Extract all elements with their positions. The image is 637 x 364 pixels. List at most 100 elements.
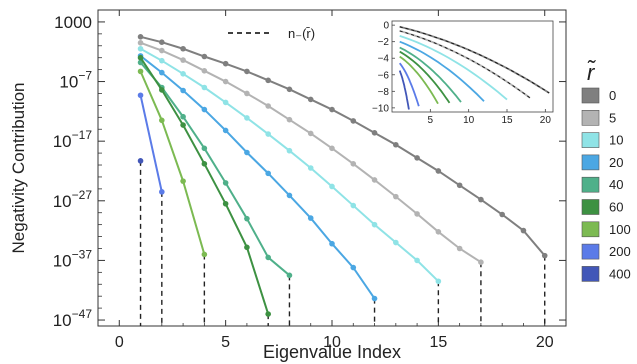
data-point	[520, 227, 527, 234]
inset-x-tick-label: 15	[501, 115, 513, 126]
legend-swatch	[581, 132, 600, 148]
legend-item-0: 0	[581, 87, 616, 104]
data-point	[244, 149, 250, 156]
legend-label: 40	[609, 177, 623, 192]
data-point	[180, 87, 186, 94]
data-point	[201, 53, 208, 60]
data-point	[222, 200, 229, 207]
data-point	[180, 45, 186, 52]
inset-dashed-5	[399, 30, 531, 99]
series-20	[137, 53, 378, 302]
y-tick-label: 10−47	[53, 307, 93, 330]
data-point	[329, 106, 335, 113]
data-point	[478, 196, 484, 203]
data-point	[265, 170, 271, 177]
data-point	[456, 245, 463, 252]
inset-y-tick-label: −2	[378, 37, 390, 48]
data-point	[222, 99, 229, 106]
legend-swatch	[581, 176, 600, 193]
legend-swatch	[581, 110, 600, 126]
data-point	[137, 68, 144, 75]
data-point	[265, 254, 271, 261]
data-point	[350, 161, 357, 167]
legend-label: 10	[609, 133, 623, 148]
data-point	[414, 257, 420, 264]
inset-curve-20	[399, 40, 485, 102]
data-point	[180, 70, 186, 77]
data-point	[286, 147, 293, 154]
series-line	[139, 55, 376, 300]
series-10	[137, 45, 442, 285]
data-point	[159, 87, 165, 93]
legend-swatch	[581, 221, 600, 238]
data-point	[371, 177, 378, 183]
data-point	[180, 57, 186, 63]
data-point	[541, 252, 548, 259]
series-60	[137, 54, 271, 317]
y-tick-label: 10−17	[53, 128, 93, 151]
y-tick-exponent: −17	[72, 128, 93, 142]
legend-item-10: 10	[581, 132, 623, 148]
data-point	[180, 178, 186, 184]
legend-item-5: 5	[581, 110, 616, 126]
data-point	[159, 117, 165, 124]
x-tick-label: 0	[115, 334, 124, 351]
data-point	[286, 272, 293, 279]
data-point	[222, 78, 229, 85]
data-point	[159, 47, 165, 54]
y-tick-base: 10	[53, 132, 72, 151]
data-point	[244, 244, 250, 251]
series-400	[137, 158, 144, 164]
series-layer	[137, 34, 548, 317]
inset-curve-200	[398, 62, 420, 107]
data-point	[329, 145, 335, 152]
y-tick-exponent: −37	[72, 247, 93, 261]
legend-swatch	[581, 199, 600, 215]
data-point	[286, 86, 293, 93]
legend-label: 0	[609, 88, 616, 103]
data-point	[456, 182, 463, 189]
data-point	[350, 118, 357, 124]
data-point	[478, 259, 484, 266]
inset-curve-60	[399, 50, 451, 104]
series-5	[137, 39, 484, 266]
data-point	[180, 122, 186, 128]
legend: r̃ 0 5 10 20 40 60 100 200 400	[581, 60, 631, 282]
y-tick-label: 10−27	[53, 188, 93, 211]
series-0	[137, 34, 548, 259]
inset-x-tick-label: 10	[463, 115, 475, 126]
legend-item-400: 400	[581, 266, 631, 282]
data-point	[435, 168, 442, 174]
data-point	[307, 215, 314, 221]
series-line	[140, 35, 546, 257]
data-point	[371, 295, 378, 302]
legend-label: 400	[609, 266, 631, 281]
annotation-label: n₋(r̄)	[288, 26, 315, 41]
data-point	[244, 90, 250, 97]
data-point	[307, 130, 314, 137]
data-point	[201, 251, 208, 258]
data-point	[286, 116, 293, 123]
y-axis-label: Negativity Contribution	[9, 82, 28, 253]
x-tick-label: 20	[536, 334, 554, 351]
legend-item-200: 200	[581, 243, 631, 260]
y-tick-base: 10	[53, 251, 72, 270]
legend-title: r̃	[587, 60, 596, 85]
inset-dashed-0	[399, 26, 550, 94]
data-point	[159, 189, 165, 195]
data-point	[137, 92, 144, 99]
legend-swatch	[581, 266, 600, 282]
x-tick-label: 5	[221, 334, 230, 351]
legend-label: 200	[609, 244, 631, 259]
legend-label: 20	[609, 155, 623, 170]
data-point	[137, 54, 144, 61]
data-point	[393, 141, 399, 148]
x-tick-label: 10	[323, 334, 341, 351]
data-point	[244, 115, 250, 121]
data-point	[159, 69, 165, 76]
series-200	[137, 92, 165, 195]
data-point	[393, 193, 399, 200]
